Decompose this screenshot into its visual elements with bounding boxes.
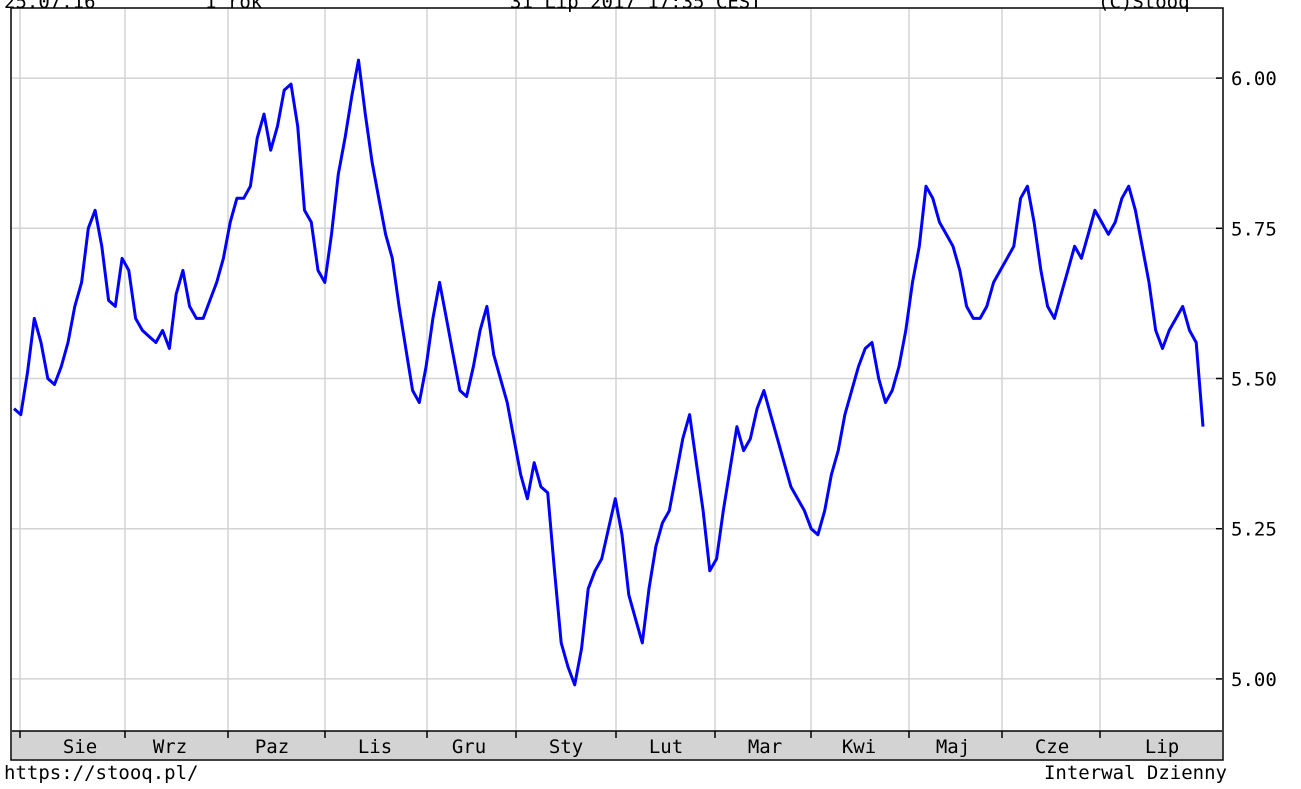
x-tick-label: Lut xyxy=(649,736,683,758)
y-axis-labels: 6.00 5.75 5.50 5.25 5.00 xyxy=(1216,68,1277,691)
x-tick-label: Sie xyxy=(63,736,97,758)
x-tick-label: Cze xyxy=(1035,736,1069,758)
price-series xyxy=(13,58,1205,687)
price-line xyxy=(13,58,1205,687)
date-range-start: 25.07.16 xyxy=(4,0,96,13)
x-tick-label: Paz xyxy=(255,736,289,758)
y-tick-label: 5.25 xyxy=(1231,519,1277,541)
interval-label: Interwal Dzienny xyxy=(1043,762,1227,784)
x-tick-label: Lip xyxy=(1145,736,1179,758)
period-label: 1 rok xyxy=(205,0,263,13)
x-tick-label: Gru xyxy=(452,736,486,758)
copyright: (C)Stooq xyxy=(1098,0,1190,13)
timestamp: 31 Lip 2017 17:35 CEST xyxy=(510,0,762,13)
source-url[interactable]: https://stooq.pl/ xyxy=(4,762,199,784)
x-tick-label: Wrz xyxy=(153,736,187,758)
y-tick-label: 6.00 xyxy=(1231,68,1277,90)
x-axis-labels: Sie Wrz Paz Lis Gru Sty Lut Mar Kwi Maj Cze Lip xyxy=(63,736,1179,758)
x-tick-label: Lis xyxy=(358,736,392,758)
x-axis-band-bg xyxy=(12,731,1222,759)
x-tick-label: Kwi xyxy=(842,736,876,758)
x-axis-band xyxy=(12,730,1222,759)
x-tick-label: Sty xyxy=(549,736,583,758)
plot-frame xyxy=(10,7,1224,761)
y-tick-label: 5.00 xyxy=(1231,669,1277,691)
y-tick-label: 5.50 xyxy=(1231,369,1277,391)
grid-lines xyxy=(12,9,1222,730)
chart-header: 25.07.16 1 rok 31 Lip 2017 17:35 CEST (C… xyxy=(0,0,1240,13)
y-tick-label: 5.75 xyxy=(1231,218,1277,240)
x-tick-label: Maj xyxy=(936,736,970,758)
x-tick-label: Mar xyxy=(748,736,782,758)
